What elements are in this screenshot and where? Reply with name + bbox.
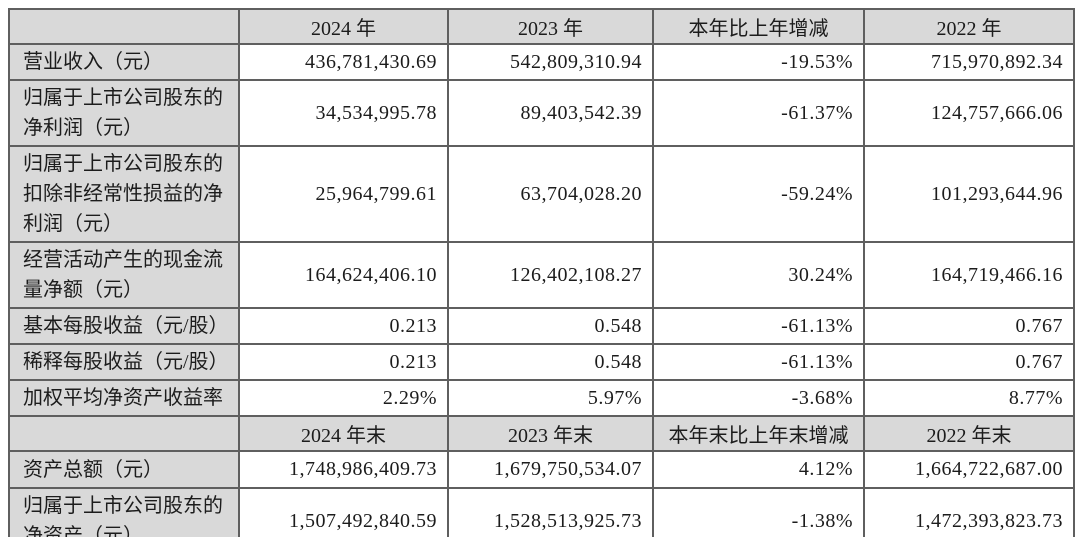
cell-value: 1,472,393,823.73 <box>863 487 1075 537</box>
cell-value: 124,757,666.06 <box>863 79 1075 147</box>
cell-value: 0.213 <box>238 343 449 381</box>
cell-value: 34,534,995.78 <box>238 79 449 147</box>
cell-value: -61.37% <box>652 79 865 147</box>
cell-value: 2.29% <box>238 379 449 417</box>
table-row-net-profit-excl-nonrecurring: 归属于上市公司股东的 扣除非经常性损益的净 利润（元） 25,964,799.6… <box>8 145 1075 243</box>
table-row-operating-cash-flow: 经营活动产生的现金流 量净额（元） 164,624,406.10 126,402… <box>8 241 1075 309</box>
cell-value: 30.24% <box>652 241 865 309</box>
cell-value: 0.767 <box>863 343 1075 381</box>
table-row-diluted-eps: 稀释每股收益（元/股） 0.213 0.548 -61.13% 0.767 <box>8 343 1075 381</box>
cell-value: 8.77% <box>863 379 1075 417</box>
cell-value: 89,403,542.39 <box>447 79 654 147</box>
row-label: 归属于上市公司股东的 净资产（元） <box>8 487 240 537</box>
cell-value: 4.12% <box>652 450 865 489</box>
cell-value: 1,679,750,534.07 <box>447 450 654 489</box>
header-cell-2022-yearend: 2022 年末 <box>863 415 1075 452</box>
cell-value: -61.13% <box>652 307 865 345</box>
header-cell-blank <box>8 8 240 45</box>
cell-value: 436,781,430.69 <box>238 43 449 81</box>
row-label: 资产总额（元） <box>8 450 240 489</box>
row-label: 加权平均净资产收益率 <box>8 379 240 417</box>
row-label: 归属于上市公司股东的 扣除非经常性损益的净 利润（元） <box>8 145 240 243</box>
header-cell-yearend-change: 本年末比上年末增减 <box>652 415 865 452</box>
cell-value: 25,964,799.61 <box>238 145 449 243</box>
cell-value: 101,293,644.96 <box>863 145 1075 243</box>
cell-value: 1,507,492,840.59 <box>238 487 449 537</box>
row-label: 稀释每股收益（元/股） <box>8 343 240 381</box>
header-cell-2024-yearend: 2024 年末 <box>238 415 449 452</box>
header-cell-2023: 2023 年 <box>447 8 654 45</box>
row-label: 归属于上市公司股东的 净利润（元） <box>8 79 240 147</box>
cell-value: -61.13% <box>652 343 865 381</box>
table-row-net-assets: 归属于上市公司股东的 净资产（元） 1,507,492,840.59 1,528… <box>8 487 1075 537</box>
cell-value: 715,970,892.34 <box>863 43 1075 81</box>
row-label: 基本每股收益（元/股） <box>8 307 240 345</box>
header-cell-2022: 2022 年 <box>863 8 1075 45</box>
table-row-basic-eps: 基本每股收益（元/股） 0.213 0.548 -61.13% 0.767 <box>8 307 1075 345</box>
cell-value: 542,809,310.94 <box>447 43 654 81</box>
header-cell-blank <box>8 415 240 452</box>
cell-value: -59.24% <box>652 145 865 243</box>
table-row-revenue: 营业收入（元） 436,781,430.69 542,809,310.94 -1… <box>8 43 1075 81</box>
cell-value: 164,719,466.16 <box>863 241 1075 309</box>
cell-value: 5.97% <box>447 379 654 417</box>
table-header-row-annual: 2024 年 2023 年 本年比上年增减 2022 年 <box>8 8 1075 45</box>
cell-value: 1,748,986,409.73 <box>238 450 449 489</box>
row-label: 经营活动产生的现金流 量净额（元） <box>8 241 240 309</box>
cell-value: -1.38% <box>652 487 865 537</box>
table-header-row-yearend: 2024 年末 2023 年末 本年末比上年末增减 2022 年末 <box>8 415 1075 452</box>
cell-value: 0.548 <box>447 307 654 345</box>
cell-value: 126,402,108.27 <box>447 241 654 309</box>
cell-value: 0.548 <box>447 343 654 381</box>
financial-summary-table: 2024 年 2023 年 本年比上年增减 2022 年 营业收入（元） 436… <box>8 8 1075 537</box>
row-label: 营业收入（元） <box>8 43 240 81</box>
header-cell-yoy-change: 本年比上年增减 <box>652 8 865 45</box>
table-row-weighted-avg-roe: 加权平均净资产收益率 2.29% 5.97% -3.68% 8.77% <box>8 379 1075 417</box>
cell-value: 0.213 <box>238 307 449 345</box>
header-cell-2023-yearend: 2023 年末 <box>447 415 654 452</box>
cell-value: 164,624,406.10 <box>238 241 449 309</box>
cell-value: 1,528,513,925.73 <box>447 487 654 537</box>
cell-value: 63,704,028.20 <box>447 145 654 243</box>
table-row-total-assets: 资产总额（元） 1,748,986,409.73 1,679,750,534.0… <box>8 450 1075 489</box>
cell-value: 1,664,722,687.00 <box>863 450 1075 489</box>
header-cell-2024: 2024 年 <box>238 8 449 45</box>
cell-value: -19.53% <box>652 43 865 81</box>
table-row-net-profit: 归属于上市公司股东的 净利润（元） 34,534,995.78 89,403,5… <box>8 79 1075 147</box>
cell-value: -3.68% <box>652 379 865 417</box>
cell-value: 0.767 <box>863 307 1075 345</box>
